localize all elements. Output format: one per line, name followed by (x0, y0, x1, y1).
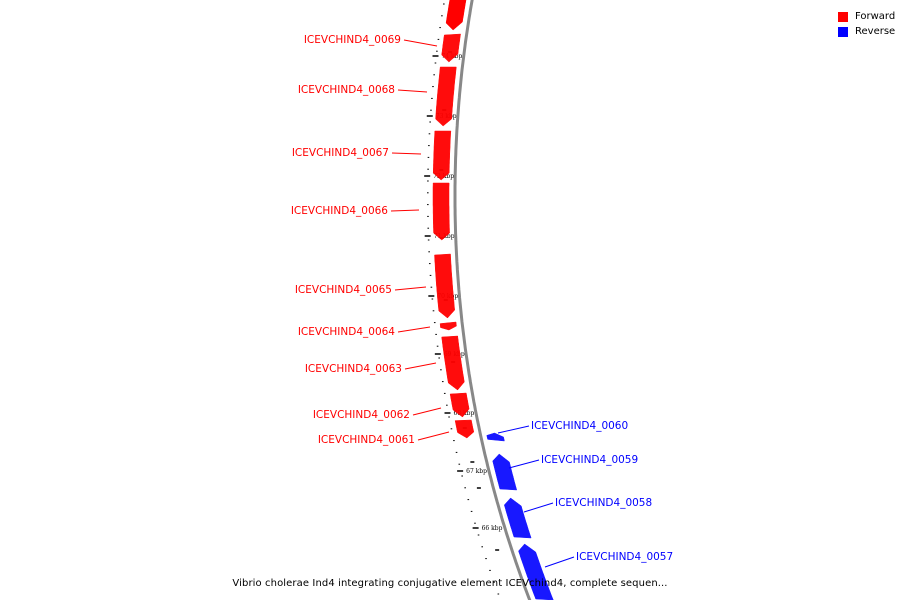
gene-arrow (439, 321, 457, 331)
gene-label: ICEVCHIND4_0061 (318, 434, 415, 446)
gene-labels: ICEVCHIND4_0069 ICEVCHIND4_0068 ICEVCHIND4… (291, 34, 673, 568)
gene-label: ICEVCHIND4_0060 (531, 420, 628, 432)
gene-leader-line (412, 407, 442, 416)
legend: Forward Reverse (838, 9, 895, 39)
gene-leader-line (403, 39, 438, 47)
gene-arrow (441, 335, 465, 391)
gene-leader-line (391, 152, 422, 155)
tick-label: 66 kbp (482, 525, 503, 532)
gene-leader-line (523, 502, 554, 513)
gene-arrow (445, 0, 467, 31)
reverse-swatch (838, 26, 848, 37)
gene-label: ICEVCHIND4_0057 (576, 551, 673, 563)
legend-item-forward: Forward (838, 9, 895, 24)
gene-leader-line (497, 425, 530, 434)
forward-swatch (838, 11, 848, 22)
gene-label: ICEVCHIND4_0064 (298, 326, 395, 338)
gene-arrow (504, 497, 532, 539)
gene-label: ICEVCHIND4_0067 (292, 147, 389, 159)
backbone-track (453, 0, 532, 600)
gene-label: ICEVCHIND4_0068 (298, 84, 395, 96)
gene-arrow (441, 33, 461, 63)
gene-leader-line (397, 326, 431, 333)
gene-arrow (486, 432, 505, 442)
gene-arrow (454, 419, 475, 439)
gene-leader-line (390, 209, 420, 212)
gene-label: ICEVCHIND4_0069 (304, 34, 401, 46)
gene-label: ICEVCHIND4_0062 (313, 409, 410, 421)
map-caption: Vibrio cholerae Ind4 integrating conjuga… (232, 578, 668, 589)
legend-item-reverse: Reverse (838, 24, 895, 39)
gene-label: ICEVCHIND4_0059 (541, 454, 638, 466)
gene-label: ICEVCHIND4_0065 (295, 284, 392, 296)
legend-label-reverse: Reverse (855, 26, 896, 37)
gene-leader-line (417, 431, 450, 441)
legend-label-forward: Forward (855, 11, 896, 22)
gene-leader-line (404, 362, 437, 370)
gene-track (432, 0, 554, 600)
gene-arrow (432, 182, 450, 241)
gene-arrow (434, 253, 455, 319)
gene-leader-line (394, 286, 427, 291)
gene-label: ICEVCHIND4_0063 (305, 363, 402, 375)
gene-arrow (518, 543, 554, 600)
gene-arrow (449, 392, 470, 418)
gene-leader-line (508, 459, 540, 469)
gene-arrow (435, 66, 457, 127)
gene-leader-line (397, 89, 428, 93)
gene-arrow (492, 453, 518, 491)
gene-leader-line (544, 556, 575, 568)
gene-label: ICEVCHIND4_0058 (555, 497, 652, 509)
gene-label: ICEVCHIND4_0066 (291, 205, 388, 217)
gene-arrow (432, 130, 452, 181)
tick-label: 67 kbp (466, 468, 487, 475)
